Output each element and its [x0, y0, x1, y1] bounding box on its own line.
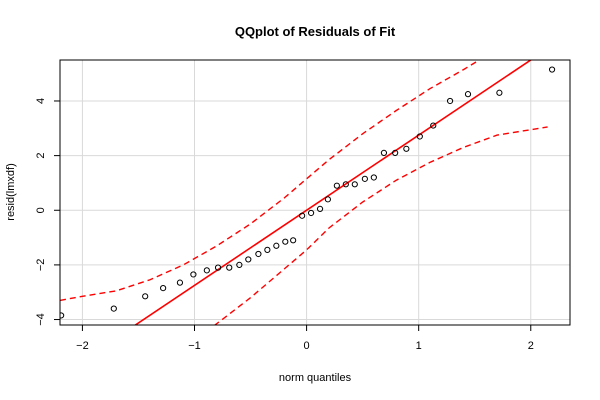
- y-tick-label: 4: [35, 98, 47, 104]
- envelope-lower: [213, 126, 548, 325]
- data-point: [496, 89, 503, 96]
- y-tick-label: 0: [35, 207, 47, 213]
- data-point: [203, 267, 210, 274]
- data-point: [160, 285, 167, 292]
- data-point: [392, 149, 399, 156]
- y-axis-label: resid(lmxdf): [5, 163, 17, 220]
- grid: [60, 60, 570, 325]
- data-point: [361, 175, 368, 182]
- y-tick-label: 2: [35, 153, 47, 159]
- data-point: [142, 293, 149, 300]
- data-point: [255, 250, 262, 258]
- data-point: [226, 264, 233, 271]
- x-tick-label: −1: [188, 340, 201, 352]
- data-point: [342, 181, 349, 188]
- x-tick-label: 1: [416, 340, 422, 352]
- data-point: [370, 174, 377, 181]
- data-point: [214, 264, 222, 271]
- data-point: [446, 97, 454, 105]
- data-point: [282, 238, 289, 245]
- data-point: [316, 205, 324, 212]
- data-point: [430, 122, 437, 129]
- reference-line: [133, 60, 533, 325]
- data-point: [307, 209, 315, 217]
- envelope-upper: [60, 60, 481, 302]
- axis-ticks: −2 −1 0 1 2 −4 −2 0 2 4: [35, 98, 534, 352]
- plot-frame: [59, 59, 571, 326]
- x-axis-label: norm quantiles: [279, 372, 352, 384]
- x-tick-label: −2: [76, 340, 89, 352]
- data-point: [403, 145, 410, 152]
- data-point: [548, 66, 556, 73]
- data-point: [176, 279, 184, 286]
- data-point: [273, 242, 280, 249]
- data-point: [110, 305, 117, 312]
- data-point: [245, 256, 252, 263]
- data-point: [236, 261, 243, 268]
- data-point: [60, 312, 65, 319]
- y-tick-label: −4: [35, 313, 47, 326]
- x-tick-label: 0: [304, 340, 310, 352]
- chart-title: QQplot of Residuals of Fit: [235, 24, 396, 39]
- data-point: [333, 182, 340, 189]
- data-point: [324, 196, 331, 203]
- data-point: [190, 271, 197, 278]
- x-tick-label: 2: [528, 340, 534, 352]
- data-point: [351, 181, 358, 188]
- data-point: [464, 91, 472, 98]
- data-point: [299, 212, 306, 219]
- y-tick-label: −2: [35, 259, 47, 272]
- data-point: [290, 237, 297, 244]
- plot-area: [60, 60, 556, 325]
- data-point: [380, 149, 388, 156]
- data-point: [416, 133, 423, 140]
- data-point: [264, 246, 271, 253]
